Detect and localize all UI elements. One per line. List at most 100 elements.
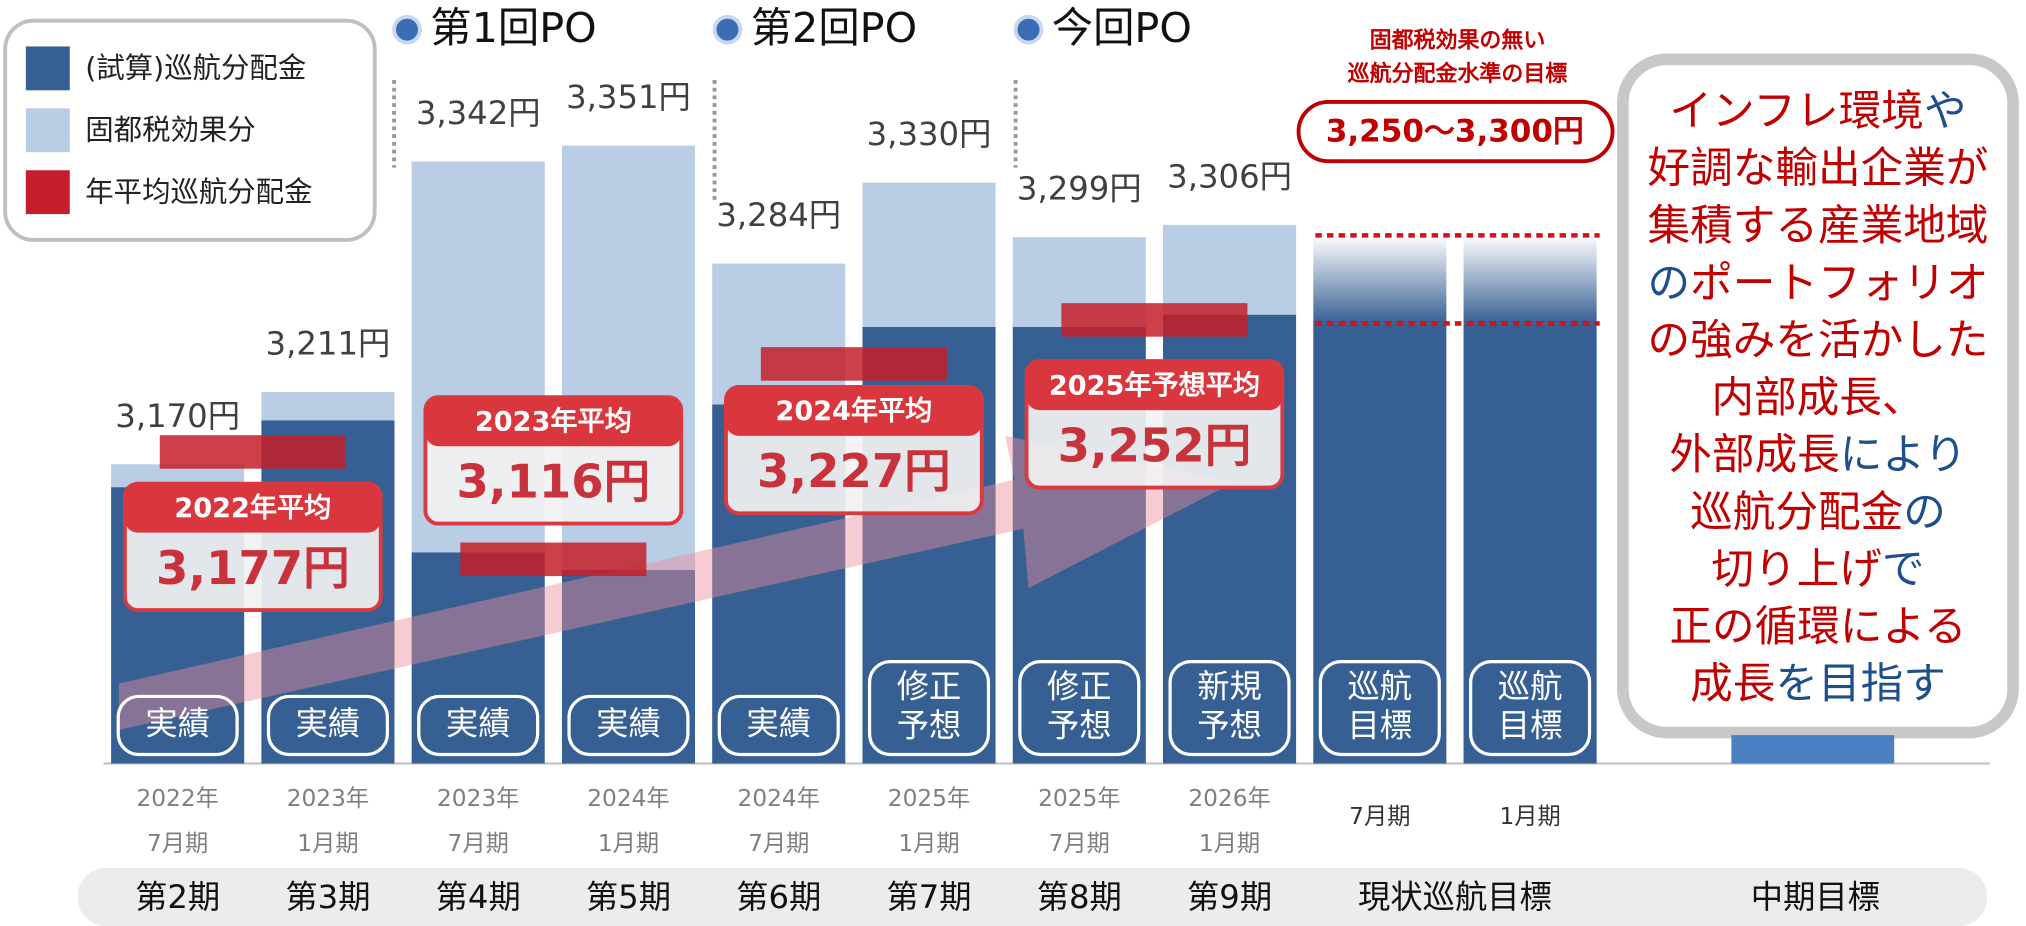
total-label: 3,299円 [1017, 170, 1142, 208]
average-bar [159, 435, 346, 469]
term-label: 現状巡航目標 [1358, 878, 1552, 916]
bar-tax [111, 464, 245, 488]
target-gradient [1463, 235, 1597, 324]
message-segment: の強みを活かした [1647, 315, 1988, 365]
callout-title: 2025年予想平均 [1049, 369, 1260, 401]
period-month: 7月期 [1349, 803, 1410, 830]
message-segment: や [1924, 86, 1967, 136]
message-line: インフレ環境や [1669, 86, 1966, 136]
message-segment: ポートフォリオ [1690, 258, 1988, 308]
status-label: 実績 [446, 704, 511, 742]
status-label: 巡航 [1498, 668, 1563, 706]
status-label: 修正 [1047, 668, 1112, 706]
target-gradient [1313, 235, 1447, 324]
target-bar [1313, 323, 1447, 764]
term-label: 第4期 [436, 878, 521, 916]
average-bar [760, 347, 947, 381]
status-badge [717, 694, 840, 757]
status-label: 新規 [1197, 668, 1262, 706]
message-line: の強みを活かした [1647, 315, 1988, 365]
term-label: 第3期 [285, 878, 370, 916]
message-line: 内部成長、 [1711, 372, 1924, 422]
message-segment: を目指す [1775, 659, 1945, 709]
legend-label: 固都税効果分 [85, 114, 255, 147]
message-segment: 正の循環による [1669, 601, 1966, 651]
message-segment: の [1647, 258, 1690, 308]
period-year: 2024年 [587, 785, 669, 812]
bar-tax [862, 182, 996, 327]
message-segment: 切り上げ [1711, 544, 1881, 594]
period-year: 2023年 [287, 785, 369, 812]
term-label: 第7期 [886, 878, 971, 916]
total-label: 3,351円 [566, 78, 691, 116]
callout-value: 3,116円 [457, 454, 651, 508]
period-year: 2025年 [888, 785, 970, 812]
legend-label: (試算)巡航分配金 [85, 52, 306, 85]
po-label: 第2回PO [751, 4, 917, 52]
period-year: 2022年 [136, 785, 218, 812]
message-segment: により [1840, 430, 1967, 480]
period-month: 1月期 [1199, 830, 1260, 857]
term-label: 第8期 [1037, 878, 1122, 916]
status-badge [867, 660, 991, 757]
period-month: 1月期 [1499, 803, 1560, 830]
period-year: 2024年 [738, 785, 820, 812]
term-label: 第6期 [736, 878, 821, 916]
overlays: 2022年平均 3,177円 2023年平均 3,116円 2024年平均 3,227円 2… [116, 303, 1592, 757]
bar-base [561, 569, 696, 764]
average-bar [1061, 303, 1248, 337]
po-label: 第1回PO [430, 4, 596, 52]
message-segment: の [1903, 487, 1946, 537]
bar-tax [1163, 224, 1297, 315]
po-dot [1013, 14, 1044, 45]
bar-base [411, 552, 545, 764]
message-segment: 集積する産業地域 [1647, 201, 1988, 251]
message-segment: 好調な輸出企業が [1647, 143, 1988, 193]
message-segment: 外部成長 [1669, 430, 1839, 480]
message-segment: 成長 [1690, 659, 1775, 709]
legend-label: 年平均巡航分配金 [85, 175, 312, 208]
status-badge [1318, 660, 1441, 757]
message-segment: インフレ環境 [1669, 86, 1923, 136]
mid-term-bar [1731, 735, 1895, 764]
target-title: 固都税効果の無い [1370, 27, 1546, 53]
callout-title: 2023年平均 [475, 406, 632, 438]
status-badge [116, 694, 239, 757]
term-label: 第5期 [586, 878, 671, 916]
status-label: 目標 [1348, 706, 1413, 744]
total-label: 3,330円 [867, 115, 992, 153]
total-label: 3,306円 [1167, 157, 1292, 195]
message-segment: 巡航分配金 [1690, 487, 1903, 537]
period-month: 7月期 [748, 830, 809, 857]
callout-value: 3,252円 [1058, 418, 1252, 472]
legend-box [3, 18, 377, 242]
status-badge [567, 694, 690, 757]
status-label: 予想 [1197, 706, 1262, 744]
status-label: 実績 [145, 704, 210, 742]
message-segment: 内部成長、 [1711, 372, 1924, 422]
callout-value: 3,177円 [156, 541, 350, 595]
callout-header [725, 386, 982, 436]
message-segment: で [1882, 544, 1925, 594]
po-dot [392, 14, 422, 45]
status-label: 実績 [596, 704, 661, 742]
period-month: 1月期 [598, 830, 659, 857]
average-bar [460, 542, 647, 577]
status-label: 予想 [897, 706, 962, 744]
status-badge [1168, 660, 1291, 757]
status-label: 目標 [1498, 706, 1563, 744]
term-label: 中期目標 [1751, 878, 1880, 916]
message-line: 好調な輸出企業が [1647, 143, 1988, 193]
legend-swatch [25, 108, 70, 153]
status-badge [1018, 660, 1141, 757]
status-badge [417, 694, 540, 757]
period-month: 1月期 [297, 830, 358, 857]
status-label: 予想 [1047, 706, 1112, 744]
status-label: 実績 [746, 704, 811, 742]
message-line: のポートフォリオ [1647, 258, 1988, 308]
bar-tax [261, 392, 395, 421]
total-label: 3,170円 [115, 397, 240, 435]
period-year: 2023年 [437, 785, 519, 812]
